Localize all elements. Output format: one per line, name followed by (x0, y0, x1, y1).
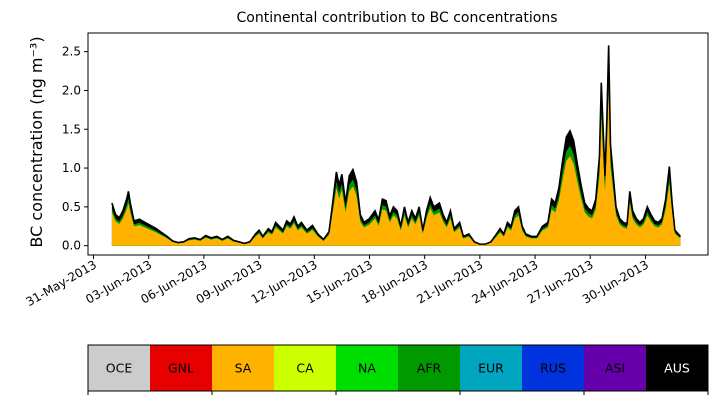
legend-swatch-asi (584, 345, 647, 391)
total-line (111, 45, 681, 245)
legend-label-afr: AFR (417, 361, 442, 376)
plot-area (111, 45, 681, 246)
y-axis: 0.0 0.5 1.0 1.5 2.0 2.5 (62, 45, 88, 253)
legend-swatch-rus (522, 345, 585, 391)
plot-frame (87, 32, 709, 256)
legend-swatch-eur (460, 345, 523, 391)
y-tick-label: 2.0 (62, 83, 81, 97)
y-tick-label: 0.0 (62, 239, 81, 253)
y-tick-label: 1.5 (62, 122, 81, 136)
legend-swatch-gnl (150, 345, 213, 391)
legend-label-ca: CA (296, 361, 314, 376)
legend-label-rus: RUS (540, 361, 566, 376)
chart-title: Continental contribution to BC concentra… (236, 10, 557, 26)
y-axis-label: BC concentration (ng m⁻³) (27, 36, 46, 247)
legend-label-aus: AUS (664, 361, 690, 376)
legend-swatch-ca (274, 345, 337, 391)
legend-label-gnl: GNL (168, 361, 194, 376)
legend-label-asi: ASI (605, 361, 625, 376)
legend-swatch-oce (88, 345, 151, 391)
x-axis: 31-May-201303-Jun-201306-Jun-201309-Jun-… (24, 255, 651, 309)
legend: OCE GNL SA CA NA AFR EUR RUS ASI AUS (87, 344, 709, 395)
y-tick-label: 0.5 (62, 200, 81, 214)
y-tick-label: 2.5 (62, 45, 81, 59)
legend-frame (87, 344, 709, 392)
legend-swatch-aus (646, 345, 709, 391)
legend-label-oce: OCE (106, 361, 133, 376)
legend-swatch-sa (212, 345, 275, 391)
legend-label-na: NA (358, 361, 376, 376)
legend-label-eur: EUR (478, 361, 504, 376)
area-sa (111, 89, 681, 246)
legend-swatch-na (336, 345, 399, 391)
legend-swatch-afr (398, 345, 461, 391)
legend-label-sa: SA (235, 361, 252, 376)
y-tick-label: 1.0 (62, 161, 81, 175)
